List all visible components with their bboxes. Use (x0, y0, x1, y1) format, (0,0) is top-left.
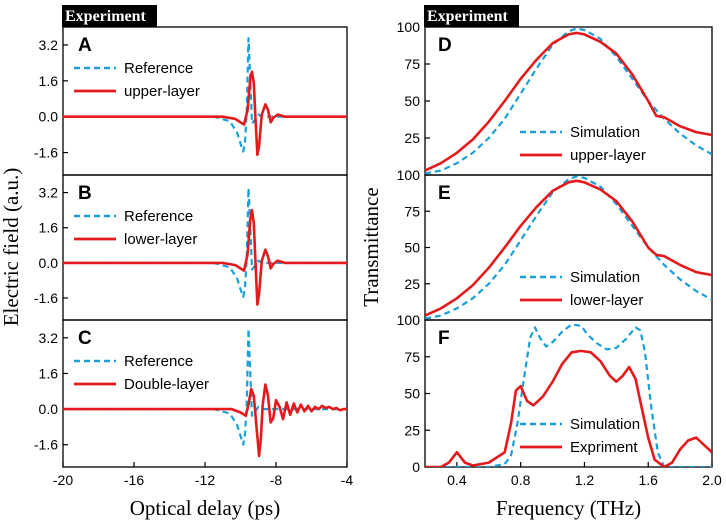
series-line-upper-layer (63, 70, 347, 157)
series-line-lower-layer (425, 179, 712, 317)
ytick-label: 50 (404, 240, 420, 256)
panel-frame (424, 319, 713, 468)
panel-letter: D (438, 35, 452, 56)
series-line-lower-layer (63, 208, 347, 306)
series-line-double-layer (63, 383, 347, 458)
xtick-label: 0.8 (511, 472, 531, 488)
ytick-label: 75 (404, 349, 420, 365)
legend-label: upper-layer (124, 83, 200, 100)
legend-label: Simulation (570, 416, 640, 433)
left-y-axis-label: Electric field (a.u.) (0, 168, 23, 327)
ytick-label: 0.0 (39, 109, 59, 125)
panel-b: 3.2 1.6 0.0 -1.6 B Reference lower-layer (34, 174, 348, 321)
ytick-label: 1.6 (39, 73, 59, 89)
ytick-label: 50 (404, 386, 420, 402)
panel-d: 100 75 50 25 D Simulation upper-layer Experimen… (397, 5, 713, 176)
xtick-label: 2.0 (702, 472, 722, 488)
ytick-label: 75 (404, 56, 420, 72)
series-line-expriment (425, 349, 712, 467)
xtick-label: -12 (195, 472, 215, 488)
ytick-label: -1.6 (34, 437, 58, 453)
ytick-label: 100 (397, 312, 421, 328)
header-text: Experiment (427, 8, 509, 25)
ytick-label: 75 (404, 203, 420, 219)
ytick-label: 100 (397, 167, 421, 183)
panel-letter: A (78, 35, 92, 56)
panel-e: 100 75 50 25 E Simulation lower-layer (397, 167, 713, 321)
ytick-label: 3.2 (39, 330, 59, 346)
legend-label: lower-layer (124, 231, 197, 248)
legend-label: Reference (124, 208, 193, 225)
x-axis-label: Optical delay (ps) (130, 496, 280, 520)
legend-label: Simulation (570, 124, 640, 141)
legend-label: Double-layer (124, 376, 209, 393)
panel-f: 100 75 50 25 0 0.4 0.8 1.2 1.6 2.0 Frequency (THz)… (397, 312, 722, 520)
panel-letter: F (438, 328, 450, 349)
xtick-label: 1.2 (575, 472, 595, 488)
series-line-simulation (425, 27, 712, 175)
panel-c: 3.2 1.6 0.0 -1.6 -20 -16 -12 -8 -4 Optical delay … (34, 319, 354, 520)
panel-frame (62, 174, 348, 321)
ytick-label: 3.2 (39, 185, 59, 201)
panel-frame (424, 26, 713, 176)
legend-label: Reference (124, 60, 193, 77)
xtick-label: -8 (270, 472, 283, 488)
xtick-label: -16 (124, 472, 144, 488)
panel-letter: C (78, 328, 92, 349)
ytick-label: 0.0 (39, 401, 59, 417)
ytick-label: 100 (397, 19, 421, 35)
panel-frame (62, 319, 348, 468)
ytick-label: 0 (412, 459, 420, 475)
series-line-upper-layer (425, 31, 712, 172)
right-y-axis-label: Transmittance (359, 187, 383, 306)
ytick-label: 25 (404, 276, 420, 292)
ytick-label: 1.6 (39, 220, 59, 236)
xtick-label: 1.6 (638, 472, 658, 488)
ytick-label: -1.6 (34, 290, 58, 306)
ytick-label: 25 (404, 130, 420, 146)
xtick-label: 0.4 (447, 472, 467, 488)
panel-letter: B (78, 183, 92, 204)
series-line-reference (63, 187, 347, 298)
ytick-label: 3.2 (39, 37, 59, 53)
legend-label: upper-layer (570, 147, 646, 164)
header-box (424, 5, 519, 27)
panel-frame (424, 174, 713, 321)
xtick-label: -4 (341, 472, 354, 488)
series-line-reference (63, 37, 347, 153)
panel-frame (62, 26, 348, 176)
header-text: Experiment (65, 8, 147, 25)
ytick-label: 0.0 (39, 255, 59, 271)
series-line-simulation (425, 175, 712, 320)
panel-a: 3.2 1.6 0.0 -1.6 A Reference upper-layer Experi… (34, 5, 348, 176)
xtick-label: -20 (53, 472, 73, 488)
ytick-label: -1.6 (34, 145, 58, 161)
panel-letter: E (438, 183, 451, 204)
series-line-simulation (425, 323, 712, 467)
ytick-label: 25 (404, 422, 420, 438)
legend-label: Simulation (570, 269, 640, 286)
ytick-label: 1.6 (39, 365, 59, 381)
legend-label: lower-layer (570, 292, 643, 309)
legend-label: Expriment (570, 439, 638, 456)
x-axis-label: Frequency (THz) (496, 496, 641, 520)
ytick-label: 50 (404, 93, 420, 109)
header-box (62, 5, 157, 27)
legend-label: Reference (124, 353, 193, 370)
